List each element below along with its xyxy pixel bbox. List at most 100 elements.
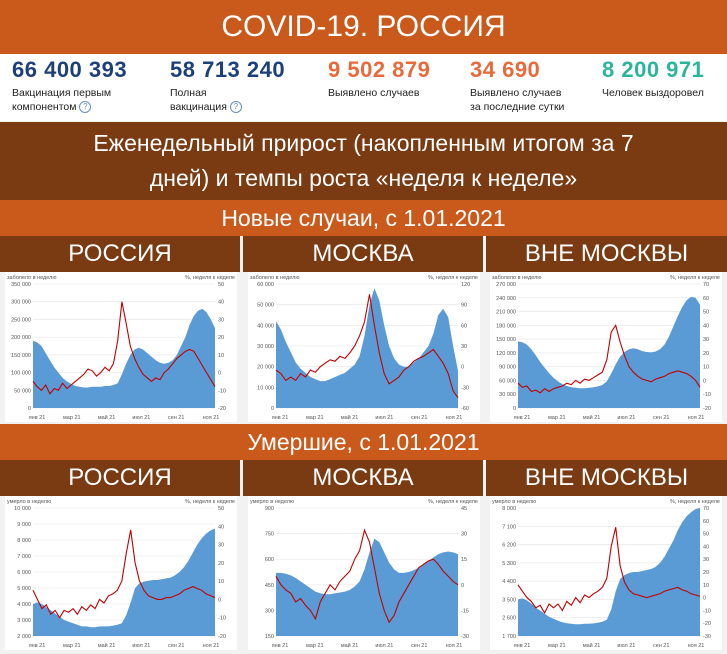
left-tick-label: 5 300 [502, 561, 516, 567]
line-series [32, 301, 216, 395]
line-series [517, 323, 701, 394]
right-tick-label: 15 [461, 557, 467, 563]
right-tick-label: 90 [461, 303, 467, 309]
x-tick-label: мар 21 [306, 643, 324, 649]
left-tick-label: 350 000 [11, 282, 31, 288]
chart-svg: умерло в неделю%, неделя к неделе1503004… [250, 499, 478, 649]
right-tick-label: 40 [218, 300, 224, 306]
left-axis-title: заболело в неделю [492, 275, 541, 281]
left-tick-label: 20 000 [257, 365, 274, 371]
left-tick-label: 180 000 [496, 323, 516, 329]
chart-svg: умерло в неделю %, неделя к неделе 2 000 3 … [7, 499, 235, 649]
stat-value: 9 502 879 [328, 57, 431, 82]
stat-recovered: 8 200 971 Человек выздоровел [602, 56, 704, 100]
right-tick-label: -30 [461, 634, 469, 640]
right-tick-label: -20 [703, 621, 711, 627]
left-tick-label: 8 000 [17, 538, 31, 544]
line-series [32, 529, 216, 619]
left-axis-title: умерло в неделю [492, 499, 536, 505]
left-tick-label: 150 [265, 634, 274, 640]
left-tick-label: 0 [271, 406, 274, 412]
chart-cases-outside-moscow: заболело в неделю %, неделя к неделе 0 30 0… [490, 272, 722, 422]
right-tick-label: 10 [703, 365, 709, 371]
left-tick-label: 8 000 [502, 506, 516, 512]
left-tick-label: 6 000 [17, 570, 31, 576]
x-tick-label: ноя 21 [688, 415, 705, 421]
left-tick-label: 300 000 [11, 300, 31, 306]
left-tick-label: 200 000 [11, 335, 31, 341]
help-icon[interactable]: ? [79, 101, 92, 114]
right-tick-label: -10 [218, 388, 226, 394]
x-tick-label: ноя 21 [203, 415, 220, 421]
right-tick-label: 0 [218, 597, 221, 603]
left-tick-label: 60 000 [257, 282, 274, 288]
stat-vaccination-first: 66 400 393 Вакцинация первым компонентом … [12, 56, 127, 114]
right-tick-label: 30 [218, 317, 224, 323]
stat-label: Выявлено случаев [328, 87, 420, 99]
x-tick-label: май 21 [583, 642, 601, 649]
x-tick-label: мар 21 [63, 415, 81, 421]
right-tick-label: -30 [703, 634, 711, 640]
area-series [518, 296, 700, 408]
subtitle: Еженедельный прирост (накопленным итогом… [0, 122, 727, 200]
right-tick-label: 20 [703, 570, 709, 576]
section-cases-title: Новые случаи, с 1.01.2021 [0, 200, 727, 236]
left-tick-label: 3 000 [17, 618, 31, 624]
right-axis-title: %, неделя к неделе [428, 275, 478, 281]
left-tick-label: 50 000 [14, 388, 31, 394]
right-axis-title: %, неделя к неделе [428, 499, 478, 505]
left-tick-label: 250 000 [11, 317, 31, 323]
right-tick-label: 0 [218, 371, 221, 377]
right-axis-title: %, неделя к неделе [185, 275, 235, 281]
right-axis-title: %, неделя к неделе [670, 499, 720, 505]
header-moscow-cases: МОСКВА [243, 236, 483, 272]
chart-deaths-russia: умерло в неделю %, неделя к неделе 2 000 3 … [5, 496, 237, 650]
header-outside-moscow-deaths: ВНЕ МОСКВЫ [486, 460, 727, 496]
stats-bar: 66 400 393 Вакцинация первым компонентом … [0, 54, 727, 121]
left-tick-label: 5 000 [17, 586, 31, 592]
left-tick-label: 7 100 [502, 524, 516, 530]
x-tick-label: мар 21 [306, 415, 324, 421]
right-tick-label: -20 [218, 634, 226, 640]
right-tick-label: 60 [461, 323, 467, 329]
area-series [33, 308, 215, 408]
left-tick-label: 90 000 [499, 365, 516, 371]
x-tick-label: сен 21 [653, 415, 670, 421]
left-tick-label: 4 400 [502, 579, 516, 585]
right-tick-label: 40 [703, 323, 709, 329]
x-tick-label: июл 21 [375, 415, 393, 421]
right-tick-label: 30 [461, 532, 467, 538]
x-tick-label: сен 21 [411, 415, 428, 421]
left-tick-label: 3 500 [502, 597, 516, 603]
line-series [517, 527, 701, 615]
right-axis-title: %, неделя к неделе [185, 499, 235, 505]
x-tick-label: сен 21 [168, 643, 185, 649]
right-tick-label: 50 [703, 532, 709, 538]
right-tick-label: 10 [703, 583, 709, 589]
left-tick-label: 240 000 [496, 296, 516, 302]
x-tick-label: янв 21 [29, 415, 46, 421]
right-tick-label: 70 [703, 282, 709, 288]
right-tick-label: 120 [461, 282, 470, 288]
help-icon[interactable]: ? [229, 101, 242, 114]
x-tick-label: янв 21 [29, 643, 46, 649]
x-tick-label: июл 21 [132, 415, 150, 421]
left-tick-label: 9 000 [17, 522, 31, 528]
stat-label: Выявлено случаев за последние сутки [470, 87, 565, 113]
right-tick-label: 0 [703, 378, 706, 384]
left-tick-label: 100 000 [11, 371, 31, 377]
stat-cases-day: 34 690 Выявлено случаев за последние сутк… [470, 56, 564, 114]
stat-value: 8 200 971 [602, 57, 705, 82]
x-tick-label: мар 21 [548, 643, 566, 649]
left-tick-label: 600 [265, 557, 274, 563]
right-tick-label: -60 [461, 406, 469, 412]
right-tick-label: 40 [218, 524, 224, 530]
right-tick-label: 0 [461, 583, 464, 589]
chart-cases-russia: заболело в неделю %, неделя к неделе 0 50 0… [5, 272, 237, 422]
x-tick-label: июл 21 [617, 415, 635, 421]
right-tick-label: -15 [461, 608, 469, 614]
chart-svg: заболело в неделю %, неделя к неделе 0 30 0… [492, 275, 720, 421]
stat-value: 34 690 [470, 57, 541, 82]
right-tick-label: 30 [703, 337, 709, 343]
right-tick-label: 60 [703, 296, 709, 302]
